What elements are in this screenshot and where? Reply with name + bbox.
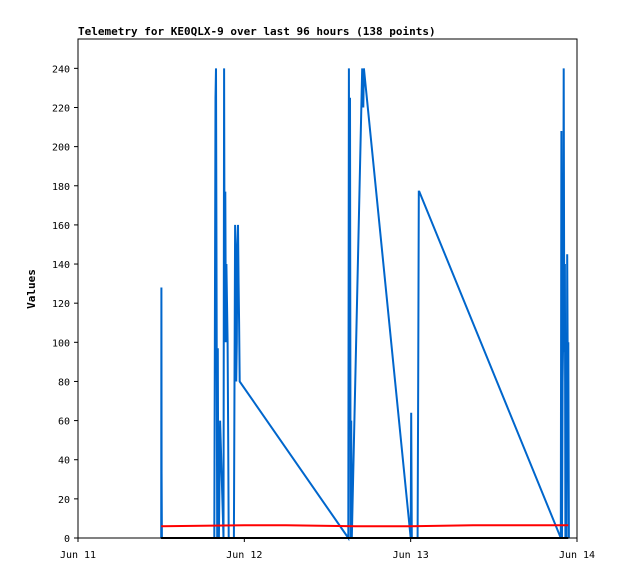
y-tick-label: 120 bbox=[52, 299, 70, 310]
x-tick-label: Jun 12 bbox=[226, 550, 262, 561]
x-tick-label: Jun 13 bbox=[393, 550, 429, 561]
y-tick-label: 140 bbox=[52, 260, 70, 271]
y-tick-label: 80 bbox=[58, 377, 70, 388]
y-tick-label: 240 bbox=[52, 64, 70, 75]
y-axis-ticks: 0 20 40 60 80 100 120 140 160 180 200 220 240 bbox=[52, 64, 78, 545]
y-tick-label: 60 bbox=[58, 417, 70, 428]
chart-title: Telemetry for KE0QLX-9 over last 96 hour… bbox=[78, 25, 436, 38]
y-tick-label: 160 bbox=[52, 221, 70, 232]
y-tick-label: 220 bbox=[52, 103, 70, 114]
y-tick-label: 200 bbox=[52, 143, 70, 154]
y-tick-label: 180 bbox=[52, 182, 70, 193]
x-tick-label: Jun 14 bbox=[559, 550, 595, 561]
series-line-2 bbox=[161, 524, 569, 528]
series-line-1 bbox=[160, 68, 570, 542]
plot-frame bbox=[77, 38, 578, 539]
y-axis-label: Values bbox=[25, 269, 38, 309]
y-tick-label: 40 bbox=[58, 456, 70, 467]
y-tick-label: 0 bbox=[64, 534, 70, 545]
y-tick-label: 100 bbox=[52, 338, 70, 349]
x-tick-label: Jun 11 bbox=[60, 550, 96, 561]
y-tick-label: 20 bbox=[58, 495, 70, 506]
